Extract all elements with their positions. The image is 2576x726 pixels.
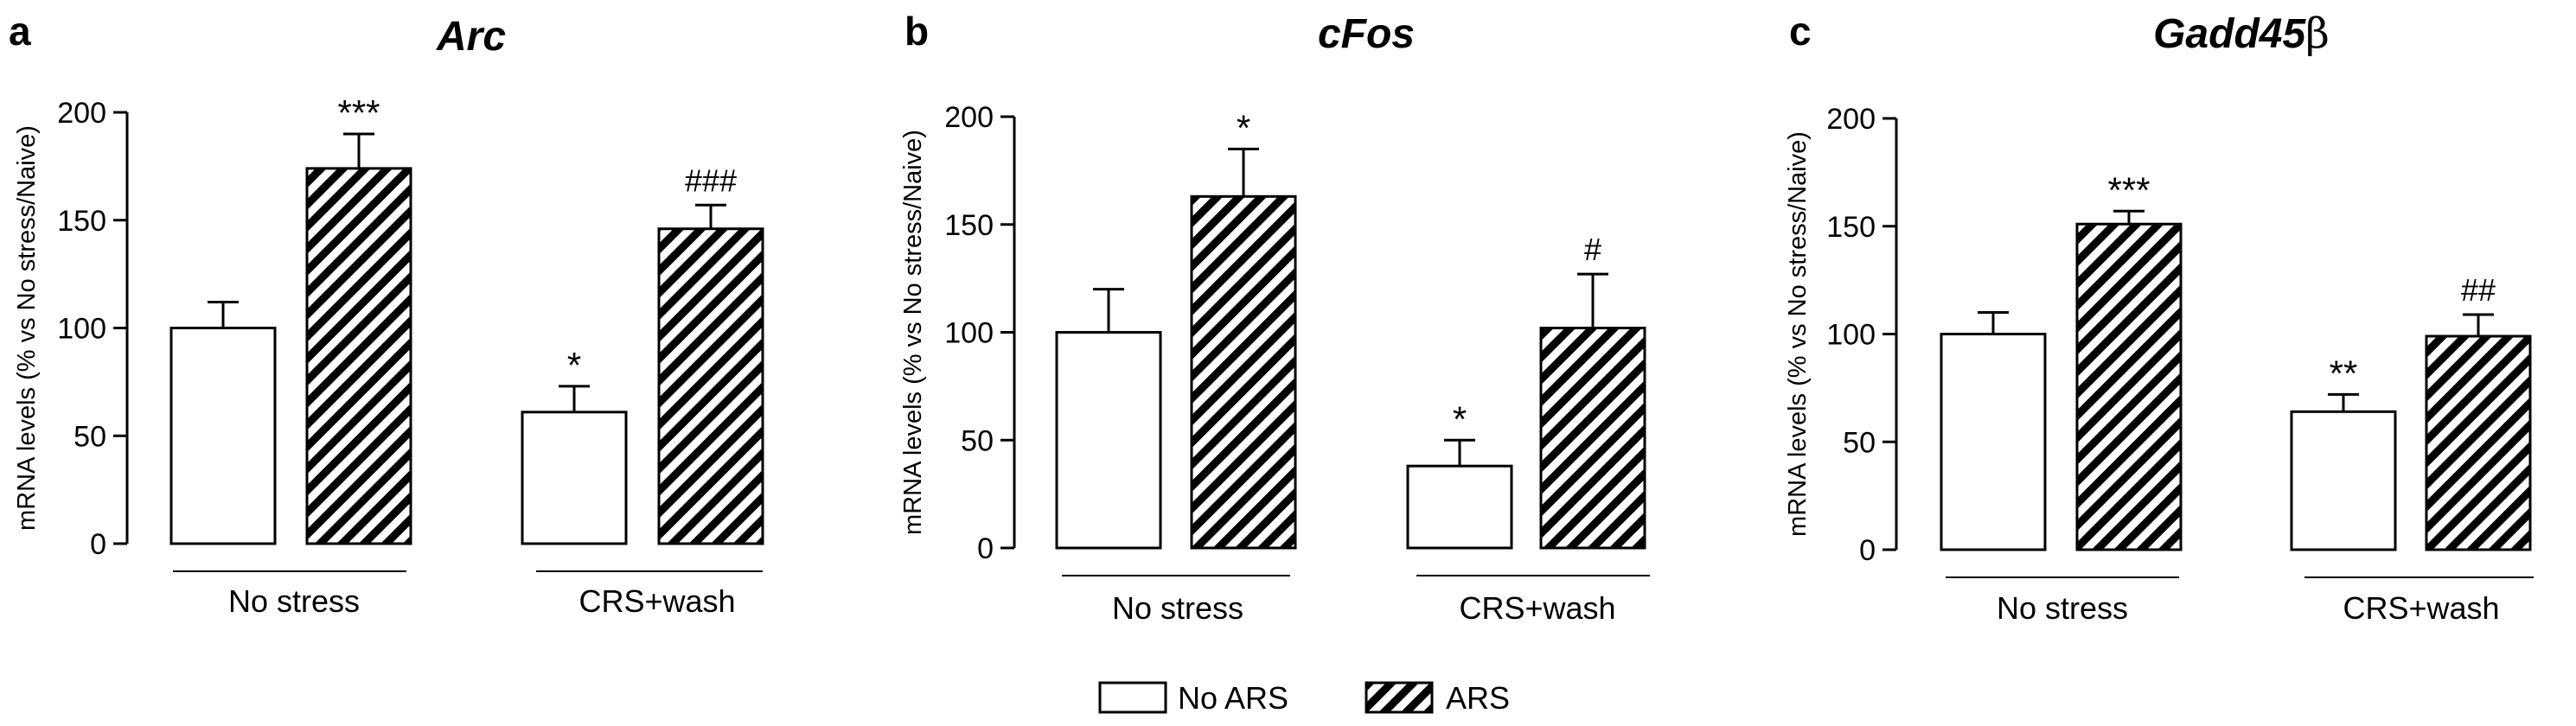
panel-letter: a <box>9 9 31 54</box>
significance-label: ** <box>2330 353 2358 393</box>
bar-no-ars <box>521 411 628 545</box>
group-label: No stress <box>1997 590 2128 626</box>
panel-c: c Gadd45β 0 50 100 150 200 mRNA levels (% vs No… <box>1784 9 2534 626</box>
significance-label: * <box>567 345 581 385</box>
group-label: CRS+wash <box>2343 590 2499 626</box>
legend-swatch-ars <box>1365 681 1434 714</box>
significance-label: ## <box>2461 272 2496 308</box>
legend-label: No ARS <box>1178 680 1288 716</box>
group-label: CRS+wash <box>578 583 735 619</box>
bar-no-ars <box>1406 464 1513 550</box>
y-axis-label: mRNA levels (% vs No stress/Naive) <box>13 125 41 531</box>
bar-ars <box>2075 222 2183 551</box>
panel-letter: b <box>904 9 929 54</box>
bar-no-ars <box>169 327 277 545</box>
group-label: CRS+wash <box>1459 590 1615 626</box>
significance-label: *** <box>2107 169 2150 210</box>
legend-label: ARS <box>1446 680 1510 716</box>
y-tick-label: 150 <box>57 205 106 238</box>
y-tick-label: 200 <box>57 97 106 130</box>
y-tick-label: 0 <box>1859 534 1876 567</box>
bar-ars <box>2425 334 2532 551</box>
chart-title: cFos <box>1318 11 1415 57</box>
significance-label: * <box>1453 398 1467 439</box>
y-tick-label: 50 <box>74 420 106 453</box>
chart-title: Gadd45β <box>2153 10 2330 58</box>
bar-ars <box>305 167 412 545</box>
bar-no-ars <box>1940 333 2047 551</box>
significance-label: * <box>1237 107 1250 148</box>
chart-title: Arc <box>436 14 506 60</box>
legend: No ARS ARS <box>1098 680 1510 716</box>
significance-label: *** <box>337 92 380 133</box>
bar-ars <box>1539 327 1646 550</box>
y-tick-label: 100 <box>1826 319 1876 352</box>
y-tick-label: 200 <box>1826 103 1876 136</box>
panel-b: b cFos 0 50 100 150 200 mRNA levels (% vs No st… <box>899 9 1650 626</box>
bar-no-ars <box>2290 410 2397 551</box>
y-tick-label: 150 <box>944 209 994 242</box>
y-tick-label: 200 <box>944 101 994 134</box>
y-tick-label: 100 <box>944 317 994 350</box>
chart-title-greek: β <box>2305 10 2330 58</box>
y-tick-label: 50 <box>961 424 994 457</box>
legend-swatch-no-ars <box>1098 681 1167 714</box>
y-tick-label: 0 <box>977 532 994 565</box>
y-tick-label: 50 <box>1843 426 1876 459</box>
group-label: No stress <box>1112 590 1243 626</box>
chart-title-main: Gadd45 <box>2153 11 2306 57</box>
bar-ars <box>657 227 764 545</box>
bar-ars <box>1190 194 1297 550</box>
y-tick-label: 100 <box>57 313 106 346</box>
y-tick-label: 150 <box>1826 211 1876 244</box>
y-tick-label: 0 <box>90 528 106 561</box>
panel-a: a Arc 0 50 100 150 200 mRNA levels (% vs No str… <box>9 9 764 619</box>
panel-letter: c <box>1789 9 1812 54</box>
bar-no-ars <box>1055 331 1162 550</box>
significance-label: ### <box>685 162 737 198</box>
significance-label: # <box>1584 232 1601 267</box>
y-axis-label: mRNA levels (% vs No stress/Naive) <box>899 130 927 535</box>
group-label: No stress <box>228 583 360 619</box>
y-axis-label: mRNA levels (% vs No stress/Naive) <box>1784 131 1812 537</box>
panels: a Arc 0 50 100 150 200 mRNA levels (% vs No str… <box>9 9 2534 626</box>
